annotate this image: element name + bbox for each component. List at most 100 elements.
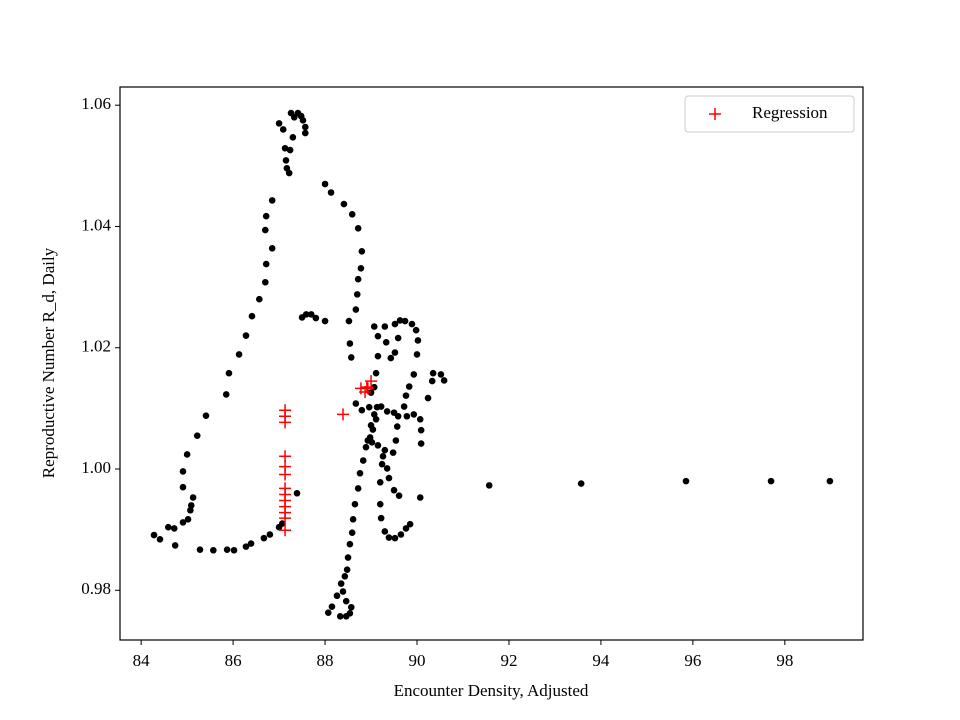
dot-marker [225, 369, 233, 377]
y-tick-label: 1.04 [81, 215, 111, 234]
dot-marker [256, 295, 263, 303]
dot-marker [312, 314, 320, 322]
dot-marker [402, 392, 410, 399]
dot-marker [354, 275, 362, 283]
dot-marker [351, 500, 359, 508]
dot-marker [440, 377, 448, 384]
y-axis-label: Reproductive Number R_d, Daily [39, 247, 58, 478]
dot-marker [428, 377, 436, 385]
dot-marker [414, 337, 422, 344]
dot-marker [826, 477, 834, 485]
dot-marker [328, 603, 336, 610]
dot-marker [437, 371, 445, 378]
dot-marker [374, 442, 382, 449]
dot-marker [179, 519, 187, 526]
dot-marker [400, 403, 408, 410]
dot-marker [150, 531, 158, 539]
x-tick-label: 88 [317, 651, 334, 670]
dot-marker [301, 123, 309, 131]
dot-marker [381, 446, 389, 454]
dot-marker [193, 432, 201, 439]
x-tick-label: 90 [409, 651, 426, 670]
dot-marker [179, 483, 187, 491]
dot-marker [416, 494, 424, 501]
dot-marker [170, 525, 178, 532]
dot-marker [262, 212, 270, 220]
dot-marker [343, 566, 351, 573]
dot-marker [321, 180, 329, 188]
dot-marker [385, 474, 393, 482]
dot-marker [408, 320, 416, 328]
plus-marker [360, 381, 373, 394]
dot-marker [261, 278, 269, 286]
dot-marker [367, 422, 375, 429]
dot-marker [358, 406, 366, 414]
dot-marker [242, 543, 250, 550]
dot-marker [282, 157, 290, 164]
dot-marker [202, 412, 210, 419]
dot-marker [299, 117, 307, 124]
dot-marker [210, 546, 217, 554]
plus-marker [365, 375, 378, 388]
dot-marker [682, 477, 690, 485]
dot-marker [307, 311, 315, 318]
dot-marker [164, 523, 172, 531]
x-tick-label: 96 [684, 651, 701, 670]
x-tick-label: 86 [225, 651, 242, 670]
dot-marker [410, 371, 418, 378]
plus-marker [279, 524, 292, 537]
dot-marker [222, 391, 230, 398]
dot-marker [387, 354, 395, 362]
dot-marker [403, 412, 411, 420]
dot-marker [377, 403, 385, 410]
y-tick-label: 1.02 [81, 337, 111, 356]
dot-marker [376, 479, 384, 486]
dot-marker [389, 449, 397, 456]
plus-marker [361, 382, 374, 395]
dot-marker [266, 531, 274, 538]
dot-marker [196, 546, 204, 553]
dot-marker [374, 332, 382, 340]
dot-marker [383, 408, 391, 415]
dot-marker [171, 542, 179, 549]
dot-marker [279, 126, 287, 133]
dot-marker [302, 311, 310, 318]
dot-marker [357, 265, 365, 272]
dot-marker [327, 189, 335, 196]
dot-marker [381, 323, 389, 330]
dot-marker [396, 317, 404, 324]
legend-label: Regression [752, 103, 828, 122]
dot-marker [410, 411, 418, 418]
dot-marker [405, 383, 413, 390]
dot-marker [262, 260, 270, 268]
dot-marker [348, 211, 356, 218]
dot-marker [281, 144, 289, 152]
dot-marker [337, 580, 345, 587]
dot-marker [279, 520, 286, 527]
dot-marker [339, 588, 347, 595]
dot-marker [370, 323, 378, 330]
x-tick-label: 92 [500, 651, 517, 670]
dot-marker [374, 352, 382, 360]
y-tick-label: 0.98 [81, 579, 111, 598]
dot-marker [247, 540, 255, 547]
dot-marker [382, 338, 390, 346]
dot-marker [359, 457, 367, 464]
dot-marker [383, 465, 391, 472]
dot-marker [394, 334, 402, 342]
legend-marker [709, 108, 721, 120]
dot-marker [336, 613, 344, 620]
dot-marker [378, 460, 386, 468]
y-tick-label: 1.00 [81, 458, 111, 477]
plus-marker [279, 468, 292, 481]
x-tick-label: 84 [133, 651, 151, 670]
dot-marker [356, 469, 364, 477]
x-tick-label: 94 [592, 651, 610, 670]
plus-marker [279, 416, 292, 429]
dot-marker [362, 443, 370, 451]
legend-box [684, 95, 855, 133]
dot-marker [346, 540, 354, 548]
dot-marker [402, 525, 410, 532]
dot-marker [156, 536, 164, 543]
dot-marker [385, 534, 393, 541]
